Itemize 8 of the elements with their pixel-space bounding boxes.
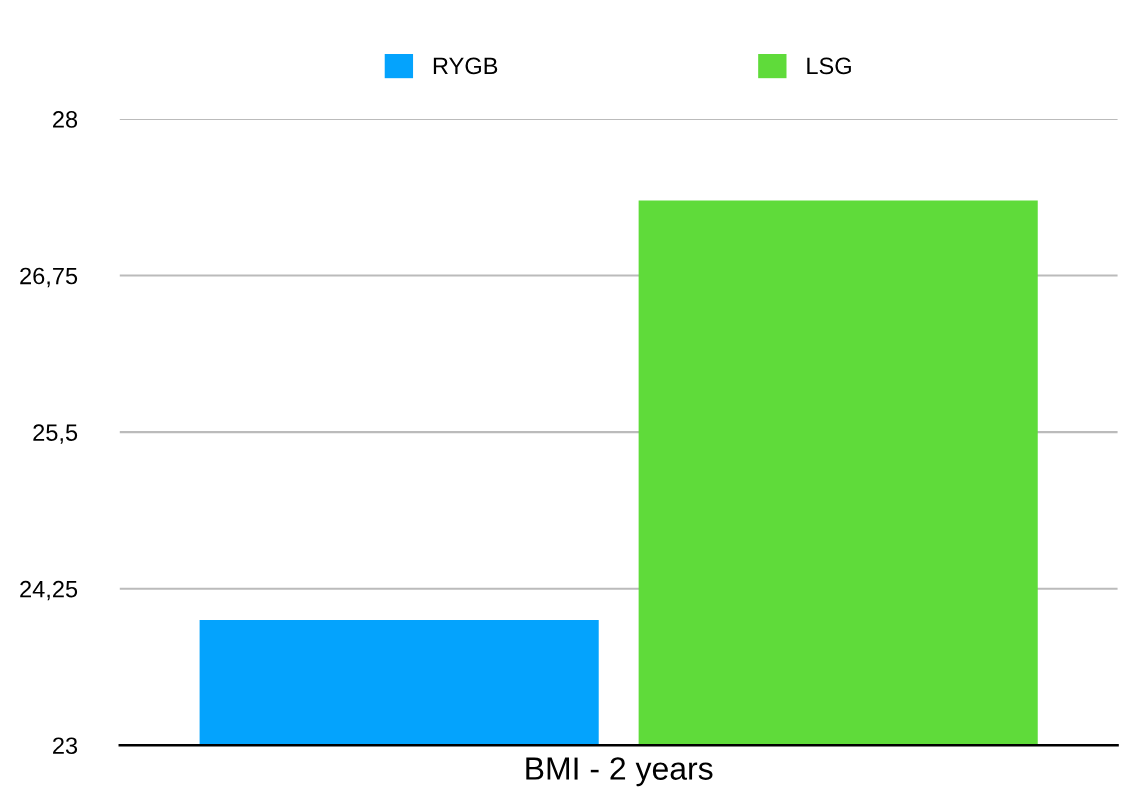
legend-label: RYGB <box>433 57 498 75</box>
legend-label: LSG <box>807 57 851 75</box>
y-tick-label: 28 <box>53 111 78 128</box>
y-tick-label: 26,75 <box>20 267 78 288</box>
y-tick-label: 24,25 <box>20 580 78 601</box>
y-tick-label: 25,5 <box>33 424 78 444</box>
x-tick-label: BMI - 2 years <box>526 757 713 787</box>
y-tick-label: 23 <box>53 737 78 755</box>
